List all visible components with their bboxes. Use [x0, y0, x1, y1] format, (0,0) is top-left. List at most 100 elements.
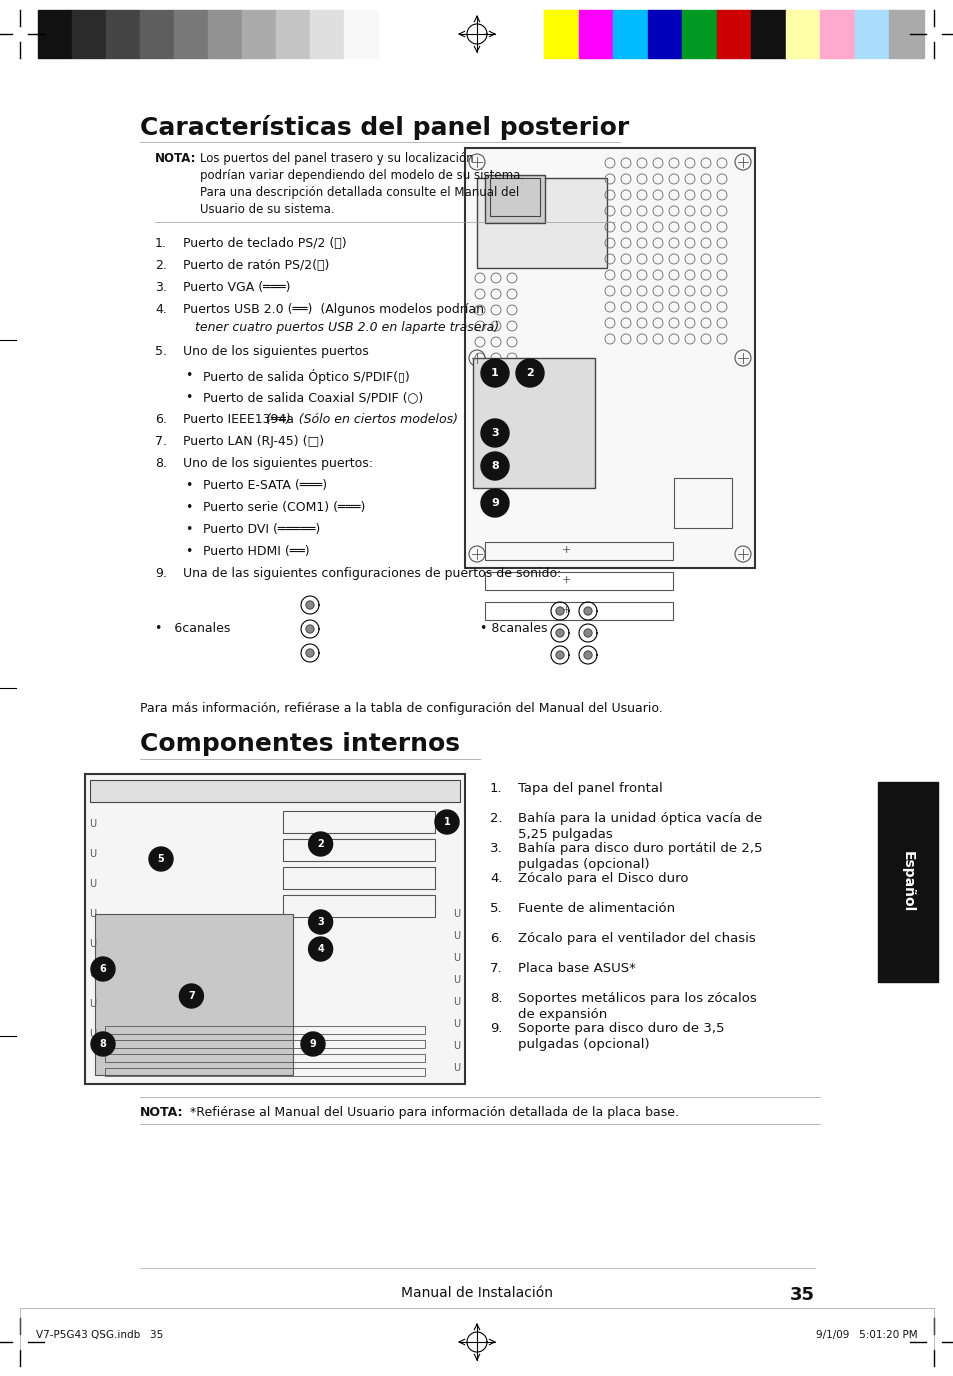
- Text: 4.: 4.: [154, 303, 167, 316]
- Text: 2.: 2.: [154, 259, 167, 272]
- Bar: [785, 10, 820, 58]
- Circle shape: [480, 451, 509, 480]
- Bar: [543, 10, 578, 58]
- Circle shape: [301, 1032, 325, 1055]
- Text: 1: 1: [443, 817, 450, 827]
- Text: Puerto DVI (═════): Puerto DVI (═════): [203, 523, 320, 537]
- Text: 7.: 7.: [490, 962, 502, 976]
- Text: Uno de los siguientes puertos: Uno de los siguientes puertos: [183, 345, 369, 358]
- Bar: [90, 780, 459, 802]
- Text: •: •: [185, 391, 193, 405]
- Circle shape: [91, 1032, 115, 1055]
- Text: Tapa del panel frontal: Tapa del panel frontal: [517, 782, 662, 795]
- Bar: [106, 10, 140, 58]
- Text: 2: 2: [525, 367, 534, 378]
- Text: Características del panel posterior: Características del panel posterior: [140, 116, 629, 140]
- Bar: [490, 178, 539, 216]
- Text: 5.: 5.: [154, 345, 167, 358]
- Text: Bahía para disco duro portátil de 2,5: Bahía para disco duro portátil de 2,5: [517, 842, 761, 854]
- Text: •: •: [185, 545, 193, 559]
- Bar: [38, 10, 71, 58]
- Circle shape: [556, 651, 563, 659]
- Text: U: U: [453, 954, 460, 963]
- Text: Placa base ASUS*: Placa base ASUS*: [517, 962, 636, 976]
- Bar: [854, 10, 888, 58]
- Text: 6.: 6.: [154, 413, 167, 427]
- Bar: [208, 10, 242, 58]
- Text: Puerto de ratón PS/2(Ⓢ): Puerto de ratón PS/2(Ⓢ): [183, 259, 329, 272]
- Text: Zócalo para el ventilador del chasis: Zócalo para el ventilador del chasis: [517, 932, 755, 945]
- Bar: [613, 10, 647, 58]
- Text: Puerto de salida Óptico S/PDIF(▯): Puerto de salida Óptico S/PDIF(▯): [203, 369, 410, 384]
- Bar: [673, 477, 731, 528]
- Text: Bahía para la unidad óptica vacía de: Bahía para la unidad óptica vacía de: [517, 812, 761, 826]
- Text: Puerto serie (COM1) (═══): Puerto serie (COM1) (═══): [203, 501, 365, 515]
- Text: Puerto LAN (RJ-45) (□): Puerto LAN (RJ-45) (□): [183, 435, 324, 449]
- Bar: [140, 10, 173, 58]
- Bar: [310, 10, 344, 58]
- Text: •: •: [185, 501, 193, 515]
- Circle shape: [583, 607, 592, 615]
- Text: 6: 6: [99, 965, 107, 974]
- Text: Zócalo para el Disco duro: Zócalo para el Disco duro: [517, 872, 688, 885]
- Bar: [282, 810, 435, 832]
- Circle shape: [306, 649, 314, 656]
- Text: +: +: [561, 575, 571, 585]
- Bar: [85, 773, 464, 1084]
- Bar: [105, 1068, 424, 1076]
- Circle shape: [179, 984, 203, 1009]
- Text: Los puertos del panel trasero y su localización
podrían variar dependiendo del m: Los puertos del panel trasero y su local…: [200, 151, 523, 216]
- Circle shape: [583, 651, 592, 659]
- Text: 3.: 3.: [154, 281, 167, 294]
- Text: •   6canales: • 6canales: [154, 622, 230, 636]
- Text: Una de las siguientes configuraciones de puertos de sonido:: Una de las siguientes configuraciones de…: [183, 567, 560, 581]
- Circle shape: [556, 607, 563, 615]
- Text: +: +: [561, 545, 571, 555]
- Text: 8: 8: [99, 1039, 107, 1049]
- Bar: [681, 10, 716, 58]
- Text: 1.: 1.: [154, 237, 167, 250]
- Text: 4: 4: [317, 944, 324, 954]
- Text: Soporte para disco duro de 3,5: Soporte para disco duro de 3,5: [517, 1022, 723, 1035]
- Text: U: U: [453, 910, 460, 919]
- Text: U: U: [453, 1042, 460, 1051]
- Bar: [282, 894, 435, 916]
- Text: U: U: [453, 976, 460, 985]
- Text: 9.: 9.: [154, 567, 167, 581]
- Bar: [71, 10, 106, 58]
- Text: Fuente de alimentación: Fuente de alimentación: [517, 903, 675, 915]
- Bar: [716, 10, 750, 58]
- Text: U: U: [90, 879, 96, 889]
- Text: 9/1/09   5:01:20 PM: 9/1/09 5:01:20 PM: [816, 1331, 917, 1340]
- Text: 35: 35: [789, 1287, 814, 1304]
- Text: U: U: [90, 819, 96, 828]
- Text: •: •: [185, 369, 193, 383]
- Text: U: U: [90, 969, 96, 978]
- Bar: [484, 542, 673, 560]
- Text: 7: 7: [188, 991, 194, 1000]
- Text: 6.: 6.: [490, 932, 502, 945]
- Circle shape: [480, 488, 509, 517]
- Circle shape: [308, 937, 333, 960]
- Text: Puerto E-SATA (═══): Puerto E-SATA (═══): [203, 479, 327, 493]
- Text: Para más información, refiérase a la tabla de configuración del Manual del Usuar: Para más información, refiérase a la tab…: [140, 702, 662, 716]
- Bar: [95, 914, 293, 1075]
- Circle shape: [583, 629, 592, 637]
- Text: 7.: 7.: [154, 435, 167, 449]
- Text: 9: 9: [491, 498, 498, 508]
- Text: 5: 5: [157, 854, 164, 864]
- Text: Uno de los siguientes puertos:: Uno de los siguientes puertos:: [183, 457, 373, 471]
- Text: V7-P5G43 QSG.indb   35: V7-P5G43 QSG.indb 35: [36, 1331, 163, 1340]
- Bar: [105, 1026, 424, 1033]
- Circle shape: [480, 420, 509, 447]
- Bar: [476, 178, 607, 268]
- Text: U: U: [453, 1020, 460, 1029]
- Bar: [473, 358, 594, 488]
- Circle shape: [149, 848, 172, 871]
- Text: 8.: 8.: [490, 992, 502, 1004]
- Bar: [484, 572, 673, 590]
- Bar: [275, 10, 310, 58]
- Text: •: •: [185, 479, 193, 493]
- Bar: [820, 10, 854, 58]
- Bar: [750, 10, 785, 58]
